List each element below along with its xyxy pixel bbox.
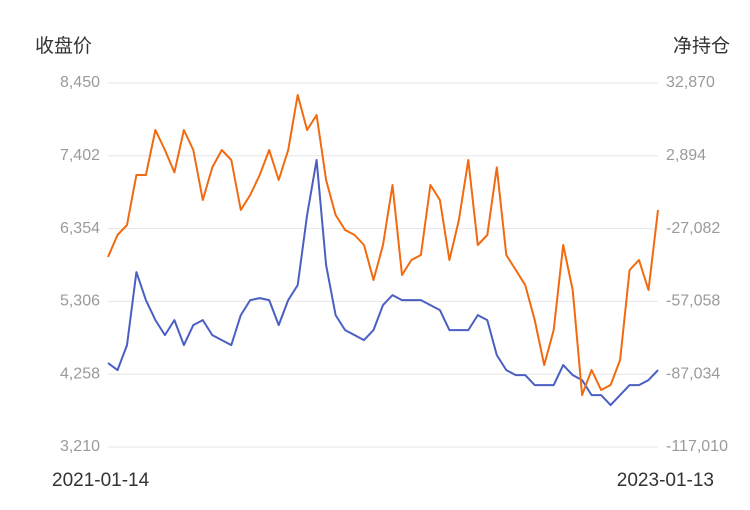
y2-tick-label: -117,010 — [666, 438, 728, 455]
y2-tick-label: 2,894 — [666, 147, 706, 164]
y-tick-label: 6,354 — [60, 220, 100, 237]
y-tick-label: 8,450 — [60, 74, 100, 91]
y2-tick-label: -57,058 — [666, 293, 720, 310]
x-tick-label: 2023-01-13 — [617, 470, 714, 491]
y2-axis-title: 净持仓 — [673, 35, 730, 57]
x-tick-label: 2021-01-14 — [52, 470, 150, 491]
y-tick-label: 5,306 — [60, 293, 100, 310]
line-series — [107, 94, 659, 396]
y-tick-label: 3,210 — [60, 438, 100, 455]
y-tick-label: 4,258 — [60, 365, 100, 382]
y-axis-title: 收盘价 — [35, 35, 92, 57]
line-series — [107, 159, 659, 407]
y2-tick-label: -27,082 — [666, 220, 720, 237]
y-tick-label: 7,402 — [60, 147, 100, 164]
y2-tick-label: -87,034 — [666, 365, 720, 382]
y2-tick-label: 32,870 — [666, 74, 715, 91]
